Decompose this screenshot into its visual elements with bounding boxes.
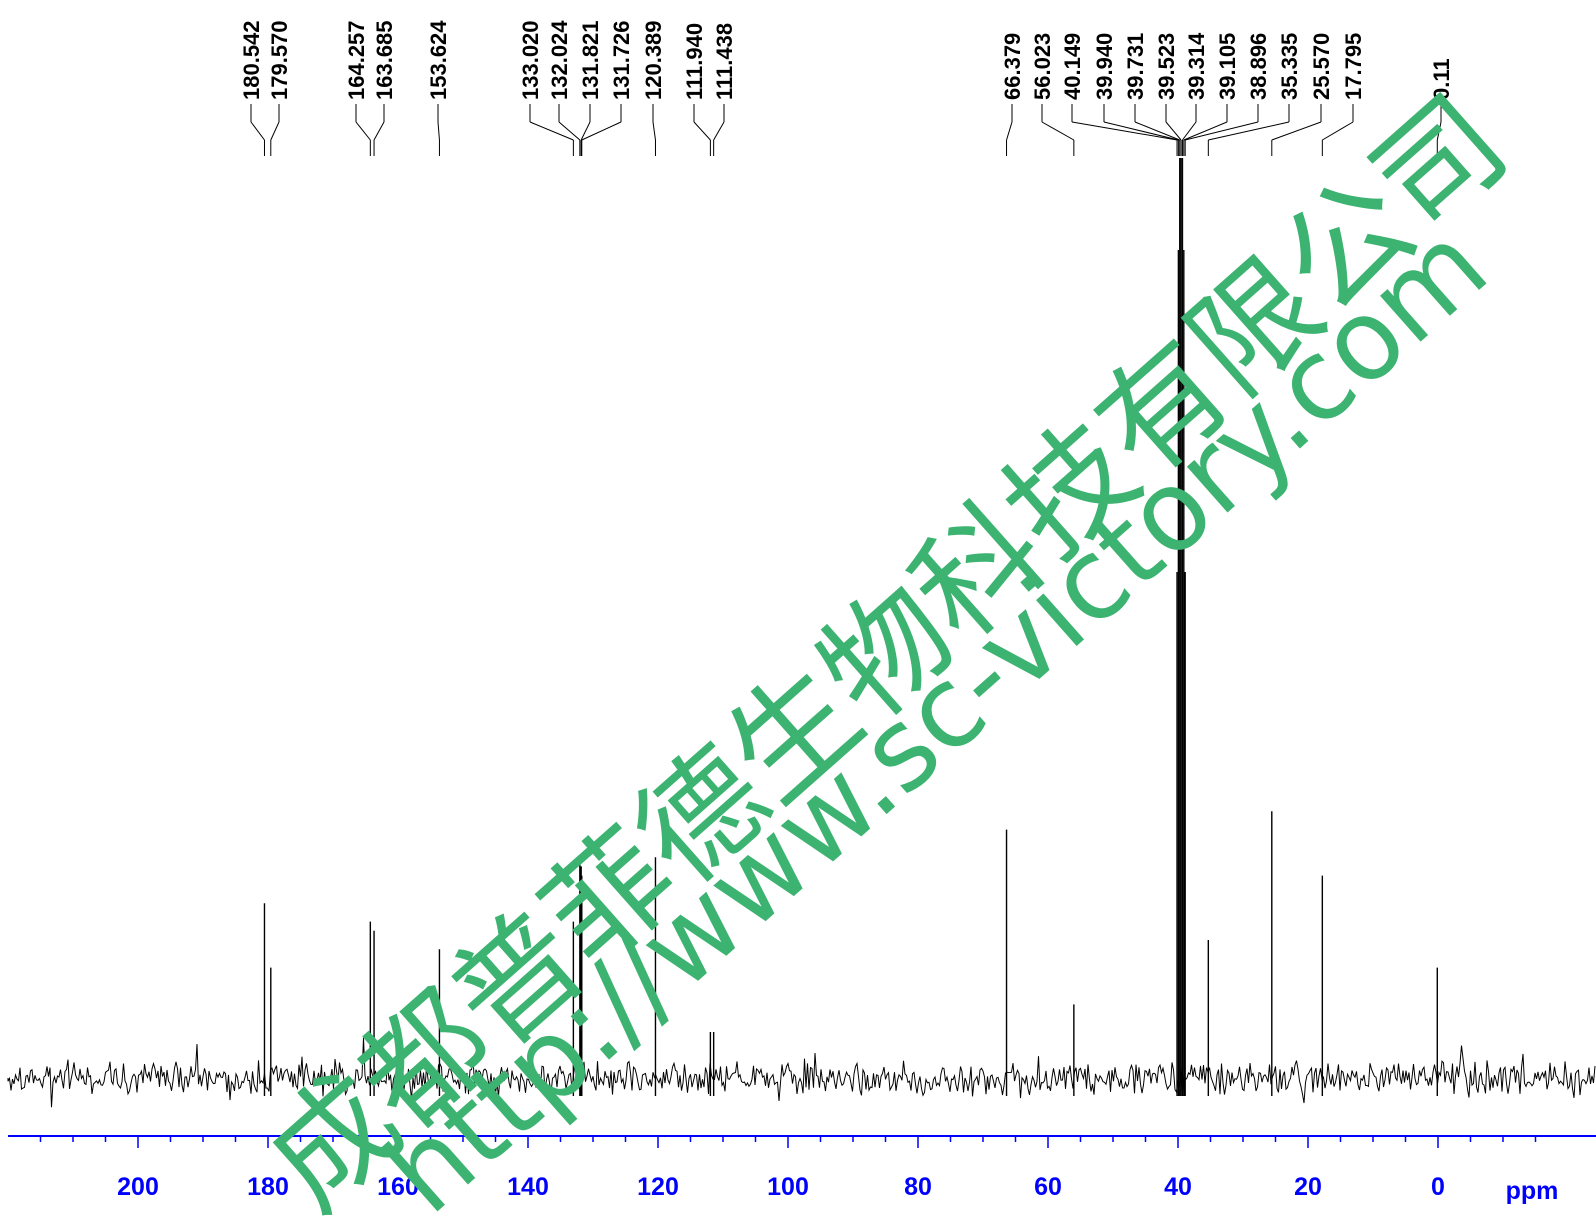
baseline-noise bbox=[7, 1037, 1596, 1108]
callout-leader-diagonal bbox=[1103, 121, 1179, 141]
peak-label: 133.020 bbox=[518, 20, 543, 100]
baseline-noise-trace bbox=[7, 1037, 1596, 1108]
callout-leader-diagonal bbox=[652, 121, 656, 141]
peak-label: 163.685 bbox=[372, 20, 397, 100]
peak-label: 131.821 bbox=[578, 20, 603, 100]
peak-label: 153.624 bbox=[426, 20, 451, 100]
callout-leader-diagonal bbox=[1271, 121, 1322, 141]
callout-leader-diagonal bbox=[1134, 121, 1180, 141]
peak-label: 39.940 bbox=[1092, 33, 1117, 100]
callout-leader-diagonal bbox=[1071, 121, 1178, 141]
peak-label: 40.149 bbox=[1060, 33, 1085, 100]
callout-leader-diagonal bbox=[1436, 121, 1442, 141]
x-axis-unit-label: ppm bbox=[1506, 1177, 1559, 1205]
peak-label: 132.024 bbox=[547, 20, 572, 100]
peak-label: 179.570 bbox=[267, 20, 292, 100]
callout-leader-diagonal bbox=[1041, 121, 1075, 141]
peak-label: 111.438 bbox=[712, 23, 737, 100]
x-axis-tick-label: 180 bbox=[247, 1173, 289, 1201]
peak-label: 66.379 bbox=[1000, 33, 1025, 100]
peak-label: 56.023 bbox=[1030, 33, 1055, 100]
peak-label: 25.570 bbox=[1309, 33, 1334, 100]
x-axis-tick-label: 120 bbox=[637, 1173, 679, 1201]
callout-leader-diagonal bbox=[373, 121, 385, 141]
peak-label: 164.257 bbox=[344, 20, 369, 100]
x-axis-tick-label: 160 bbox=[377, 1173, 419, 1201]
peak-label: 120.389 bbox=[641, 20, 666, 100]
callout-leader-diagonal bbox=[1322, 121, 1354, 141]
x-axis-tick-label: 20 bbox=[1294, 1173, 1322, 1201]
callout-leader-diagonal bbox=[437, 121, 440, 141]
x-axis-tick-label: 200 bbox=[117, 1173, 159, 1201]
callout-leader-diagonal bbox=[1185, 121, 1259, 141]
x-axis-tick-label: 40 bbox=[1164, 1173, 1192, 1201]
peak-label: 38.896 bbox=[1246, 33, 1271, 100]
peak-label: 39.523 bbox=[1154, 33, 1179, 100]
callout-leader-diagonal bbox=[1165, 121, 1182, 141]
callout-leader-diagonal bbox=[1208, 121, 1290, 141]
peak-label: 111.940 bbox=[682, 23, 707, 100]
x-axis-tick-label: 0 bbox=[1431, 1173, 1445, 1201]
callout-leader-diagonal bbox=[713, 121, 725, 141]
x-axis-tick-label: 100 bbox=[767, 1173, 809, 1201]
peak-label: 180.542 bbox=[239, 20, 264, 100]
peak-label: 131.726 bbox=[609, 20, 634, 100]
callout-leader-diagonal bbox=[558, 121, 581, 141]
callout-leader-diagonal bbox=[250, 121, 265, 141]
peak-label: 39.731 bbox=[1123, 33, 1148, 100]
peak-lines bbox=[263, 158, 1438, 1096]
callout-leader-diagonal bbox=[270, 121, 280, 141]
watermark: 成都普菲德生物科技有限公司 http://www.sc-victory.com bbox=[240, 69, 1534, 1231]
peak-label: 0.11 bbox=[1429, 58, 1454, 100]
x-axis-tick-label: 60 bbox=[1034, 1173, 1062, 1201]
peak-label: 17.795 bbox=[1341, 33, 1366, 100]
callout-leader-diagonal bbox=[355, 121, 371, 141]
callout-leader-diagonal bbox=[1006, 121, 1013, 141]
callout-leader-diagonal bbox=[529, 121, 574, 141]
peak-callouts: 180.542 179.570 164.257 163.685 153.624 133.0… bbox=[239, 20, 1454, 156]
x-axis-tick-label: 80 bbox=[904, 1173, 932, 1201]
callout-leader-diagonal bbox=[581, 121, 622, 141]
x-axis: 200 180 160 140 120 100 80 60 40 20 0 ppm bbox=[8, 1135, 1596, 1205]
peak-label: 35.335 bbox=[1277, 33, 1302, 100]
callout-leader-diagonal bbox=[693, 121, 711, 141]
callout-leader-diagonal bbox=[1183, 121, 1228, 141]
peak-label: 39.314 bbox=[1184, 32, 1209, 100]
callout-leader-diagonal bbox=[580, 121, 591, 141]
watermark-company-name: 成都普菲德生物科技有限公司 bbox=[240, 69, 1534, 1231]
callout-leader-diagonal bbox=[1182, 121, 1197, 141]
x-axis-tick-label: 140 bbox=[507, 1173, 549, 1201]
peak-label: 39.105 bbox=[1215, 33, 1240, 100]
